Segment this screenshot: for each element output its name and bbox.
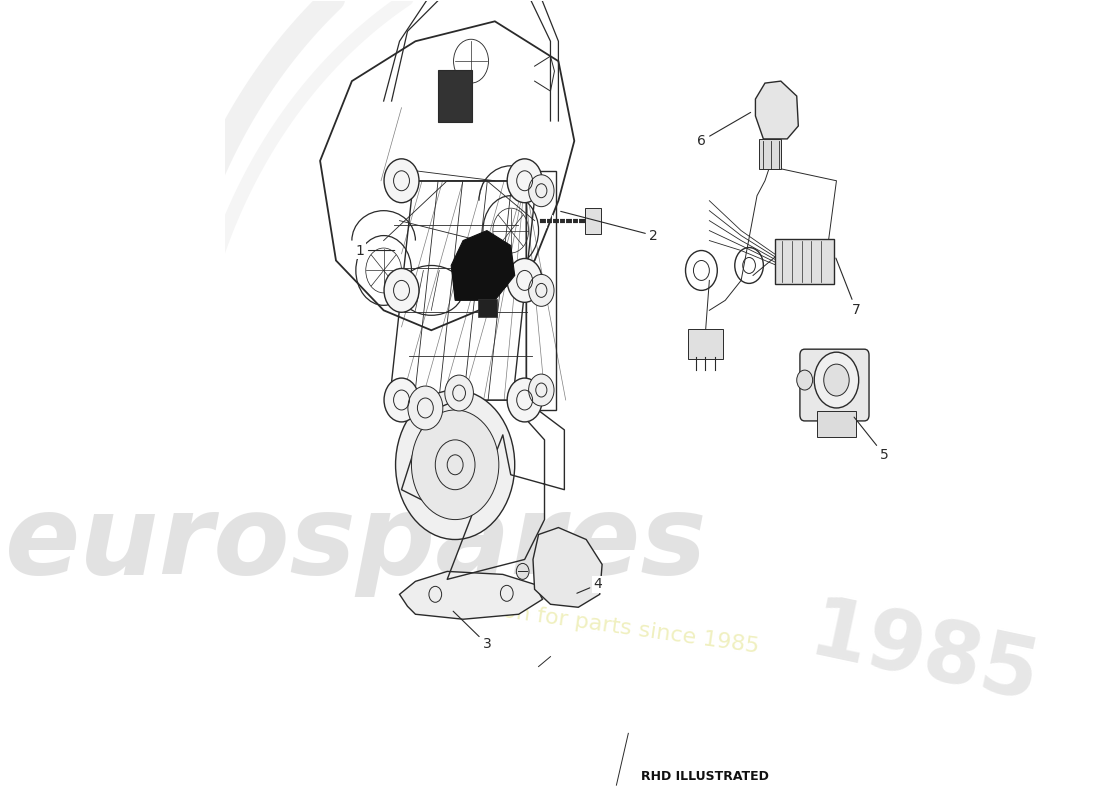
Circle shape	[507, 258, 542, 302]
Circle shape	[507, 159, 542, 202]
FancyBboxPatch shape	[688, 330, 723, 359]
FancyBboxPatch shape	[585, 208, 601, 234]
Circle shape	[408, 386, 443, 430]
Polygon shape	[759, 139, 781, 169]
Text: 1985: 1985	[802, 591, 1046, 719]
FancyBboxPatch shape	[776, 238, 834, 285]
Circle shape	[384, 159, 419, 202]
Circle shape	[411, 410, 498, 519]
FancyBboxPatch shape	[478, 299, 497, 318]
Circle shape	[824, 364, 849, 396]
Text: 7: 7	[836, 258, 860, 318]
Circle shape	[384, 269, 419, 312]
Circle shape	[529, 174, 554, 206]
FancyBboxPatch shape	[439, 70, 472, 122]
Text: 1: 1	[355, 243, 395, 258]
Circle shape	[529, 274, 554, 306]
Circle shape	[814, 352, 859, 408]
Circle shape	[444, 375, 473, 411]
Text: 6: 6	[697, 112, 750, 148]
Polygon shape	[756, 81, 799, 139]
Circle shape	[516, 563, 529, 579]
Text: eurospares: eurospares	[4, 490, 707, 597]
Circle shape	[796, 370, 813, 390]
Circle shape	[507, 378, 542, 422]
Polygon shape	[451, 230, 515, 300]
Circle shape	[396, 390, 515, 539]
Text: 5: 5	[854, 417, 889, 462]
Circle shape	[529, 374, 554, 406]
Polygon shape	[399, 571, 542, 619]
FancyBboxPatch shape	[800, 349, 869, 421]
FancyBboxPatch shape	[817, 411, 856, 437]
Circle shape	[384, 378, 419, 422]
Text: 2: 2	[561, 211, 658, 242]
Text: 3: 3	[453, 611, 492, 651]
Text: 4: 4	[576, 578, 603, 594]
Polygon shape	[534, 527, 602, 607]
Text: RHD ILLUSTRATED: RHD ILLUSTRATED	[641, 770, 769, 782]
Text: a passion for parts since 1985: a passion for parts since 1985	[424, 590, 760, 657]
